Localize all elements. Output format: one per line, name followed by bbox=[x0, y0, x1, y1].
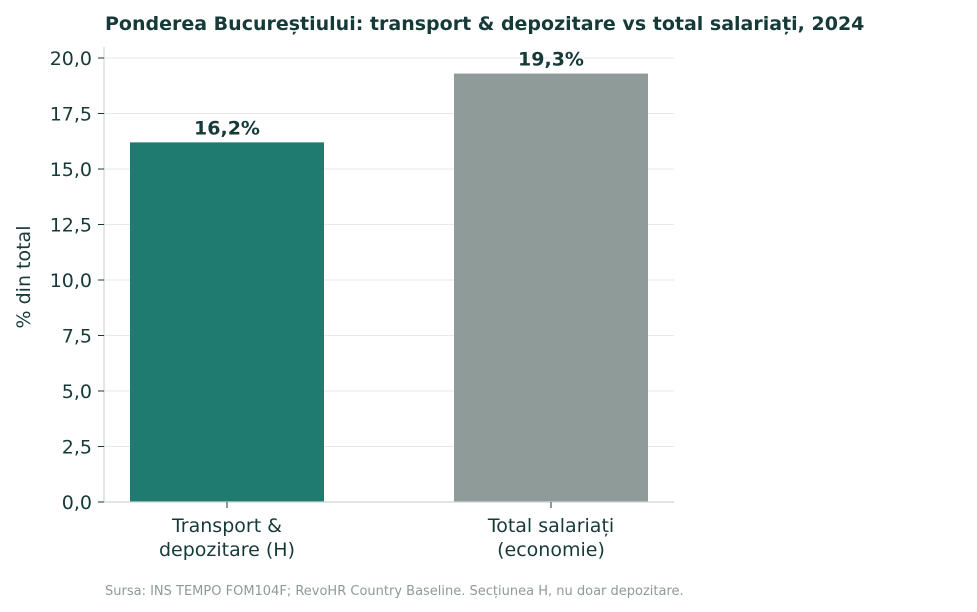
y-tick-label: 5,0 bbox=[62, 381, 92, 403]
y-tick-label: 15,0 bbox=[50, 159, 92, 181]
axes bbox=[103, 47, 674, 503]
chart-title: Ponderea Bucureștiului: transport & depo… bbox=[105, 13, 864, 35]
y-tick-label: 2,5 bbox=[62, 437, 92, 459]
y-tick-label: 10,0 bbox=[50, 270, 92, 292]
data-labels: 16,2% 19,3% bbox=[194, 49, 584, 140]
y-axis-title: % din total bbox=[13, 226, 35, 329]
x-tick-label: Total salariați bbox=[487, 515, 614, 537]
bar bbox=[454, 73, 648, 502]
bars bbox=[130, 73, 648, 503]
bar bbox=[130, 142, 324, 503]
data-label: 16,2% bbox=[194, 117, 260, 139]
y-tick-label: 20,0 bbox=[50, 48, 92, 70]
y-tick-label: 17,5 bbox=[50, 104, 92, 126]
source-note: Sursa: INS TEMPO FOM104F; RevoHR Country… bbox=[105, 584, 684, 599]
x-tick-label: (economie) bbox=[497, 539, 605, 561]
x-tick-label: Transport & bbox=[171, 515, 282, 537]
data-label: 19,3% bbox=[518, 49, 584, 71]
y-tick-label: 12,5 bbox=[50, 215, 92, 237]
y-tick-label: 7,5 bbox=[62, 326, 92, 348]
x-tick-label: depozitare (H) bbox=[159, 539, 295, 561]
y-tick-label: 0,0 bbox=[62, 492, 92, 514]
y-ticks: 0,0 2,5 5,0 7,5 10,0 12,5 15,0 17,5 20,0 bbox=[50, 48, 104, 514]
x-ticks: Transport &depozitare (H) Total salariați… bbox=[159, 502, 614, 561]
